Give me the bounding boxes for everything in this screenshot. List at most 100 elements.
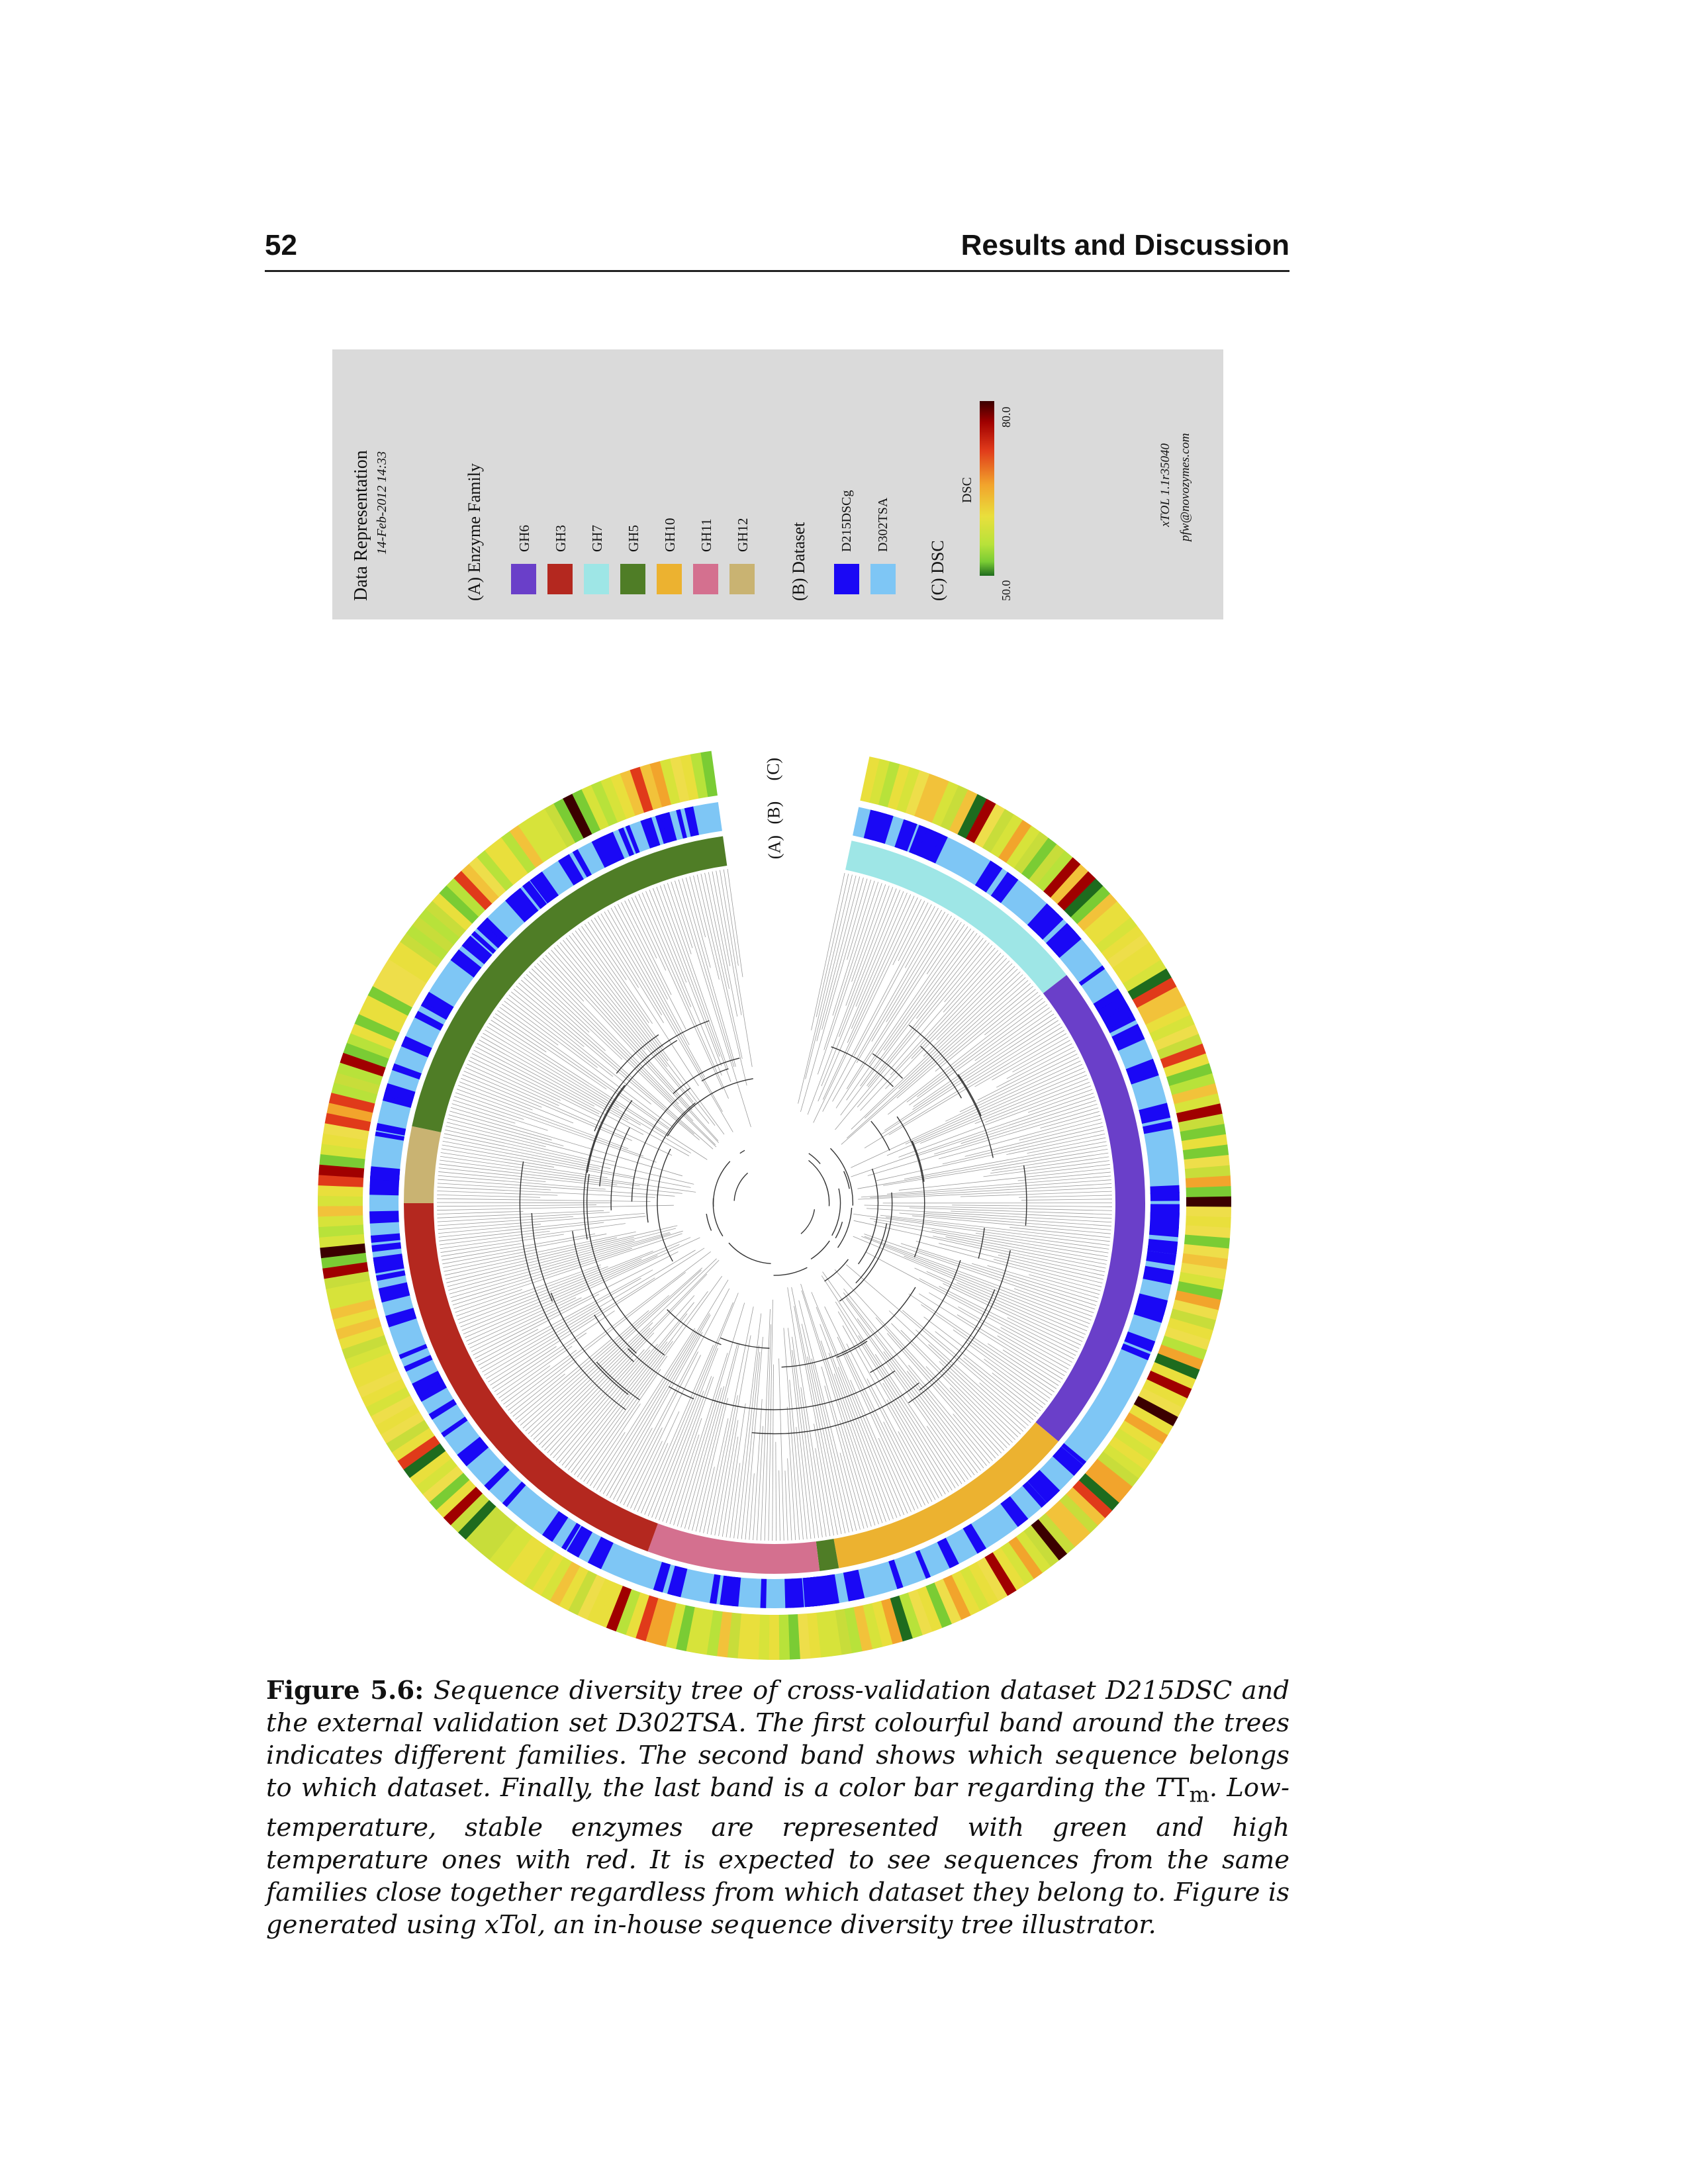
dsc-cell [1185, 1225, 1231, 1239]
tree-leaf-branch [455, 1092, 657, 1163]
family-band-gh10 [833, 1422, 1058, 1569]
tree-leaf-branch [466, 1255, 658, 1342]
figure-caption: Figure 5.6: Sequence diversity tree of c… [266, 1674, 1289, 1941]
tree-leaf-branch [446, 1237, 634, 1283]
tree-leaf-branch [461, 1237, 691, 1331]
dataset-stripe [572, 849, 592, 878]
dataset-stripe [1147, 1239, 1178, 1255]
tree-leaf-branch [972, 1263, 1098, 1302]
tree-internal-branch [908, 1250, 1011, 1404]
tree-internal-branch [667, 1309, 722, 1345]
dataset-stripe [595, 835, 618, 866]
dataset-stripe [510, 887, 539, 919]
dataset-stripe [916, 828, 942, 861]
dsc-cell [1031, 1519, 1068, 1561]
caption-subscript: m [1189, 1782, 1209, 1807]
dsc-cell [635, 1595, 659, 1641]
dsc-cell [1163, 1053, 1209, 1077]
tree-leaf-branch [581, 926, 649, 1023]
tree-leaf-branch [801, 1290, 876, 1525]
tree-leaf-branch [811, 1292, 905, 1516]
tree-leaf-branch [861, 1179, 1111, 1198]
dsc-cell [1167, 1318, 1213, 1341]
tree-internal-branch [808, 1153, 821, 1164]
tree-leaf-branch [888, 1030, 1065, 1136]
tree-internal-branch [673, 1058, 740, 1094]
dataset-stripe [625, 825, 640, 854]
dataset-stripe [760, 1578, 767, 1608]
dsc-cell [1153, 1024, 1199, 1051]
dsc-cell [338, 1326, 385, 1350]
tree-leaf-branch [536, 1328, 651, 1443]
tree-internal-branch [646, 1102, 696, 1223]
dsc-cell [974, 803, 1006, 848]
dsc-cell [526, 813, 560, 858]
tree-leaf-branch [533, 1322, 653, 1440]
tree-leaf-branch [482, 1305, 598, 1373]
dsc-cell [1066, 1487, 1105, 1526]
family-label-gh3: GH3 [553, 525, 569, 552]
dsc-cell [1138, 1387, 1183, 1418]
tree-leaf-branch [656, 886, 720, 1057]
tree-internal-branch [728, 1242, 771, 1264]
dataset-stripe [1124, 1331, 1156, 1352]
dsc-cell [465, 1506, 504, 1547]
page-number: 52 [265, 229, 297, 261]
tree-internal-branch [831, 1188, 841, 1236]
tree-leaf-branch [517, 1310, 649, 1423]
tree-leaf-branch [908, 1293, 1055, 1392]
tree-leaf-branch [883, 1422, 925, 1506]
tree-internal-branch [733, 1172, 749, 1201]
dsc-cell [600, 776, 627, 823]
tree-leaf-branch [906, 998, 1043, 1103]
dsc-cell [716, 1611, 732, 1658]
tree-leaf-branch [537, 963, 694, 1122]
tree-leaf-branch [449, 1111, 552, 1140]
tree-leaf-branch [456, 1089, 644, 1157]
dataset-stripe [894, 819, 912, 850]
tree-leaf-branch [1019, 1195, 1112, 1198]
tree-leaf-branch [860, 955, 1004, 1111]
tree-leaf-branch [904, 1255, 1088, 1332]
tree-leaf-branch [926, 1271, 1083, 1342]
tree-leaf-branch [492, 1346, 557, 1389]
dsc-cell [509, 825, 544, 868]
tree-leaf-branch [513, 988, 585, 1047]
tree-leaf-branch [851, 968, 1018, 1130]
dsc-cell [500, 831, 536, 874]
dataset-stripe [375, 1131, 404, 1141]
tree-leaf-branch [853, 1213, 1109, 1250]
tree-leaf-branch [898, 1167, 1111, 1191]
tree-leaf-branch [499, 1007, 671, 1130]
tree-leaf-branch [900, 1243, 1097, 1306]
tree-leaf-branch [438, 1175, 606, 1190]
tree-leaf-branch [678, 879, 735, 1068]
dsc-cell [747, 1614, 761, 1660]
tree-leaf-branch [490, 1248, 705, 1386]
tree-leaf-branch [835, 919, 959, 1109]
dsc-cell [1129, 1404, 1174, 1436]
dsc-cell [549, 1561, 581, 1606]
tree-leaf-branch [816, 1306, 901, 1517]
dsc-cell [630, 766, 654, 813]
tree-leaf-branch [655, 1390, 704, 1520]
dsc-cell [769, 1614, 780, 1660]
tree-leaf-branch [651, 1348, 718, 1518]
dataset-stripe [1103, 1006, 1133, 1029]
tree-internal-branch [870, 1120, 890, 1151]
dsc-cell [1078, 1473, 1119, 1511]
tree-leaf-branch [943, 950, 999, 1013]
dsc-cell [853, 1605, 872, 1652]
tree-leaf-branch [789, 1379, 804, 1540]
tree-leaf-branch [964, 1341, 1048, 1402]
family-label-gh12: GH12 [735, 518, 751, 552]
dataset-stripe [441, 1416, 468, 1437]
tree-leaf-branch [551, 950, 692, 1111]
dataset-stripe [561, 1523, 581, 1551]
dataset-stripe [1055, 934, 1082, 958]
dsc-cell [898, 1592, 923, 1639]
dataset-stripe [477, 921, 504, 948]
dataset-stripe [541, 1511, 569, 1542]
tree-leaf-branch [1021, 1199, 1112, 1201]
tree-leaf-branch [477, 1043, 594, 1107]
